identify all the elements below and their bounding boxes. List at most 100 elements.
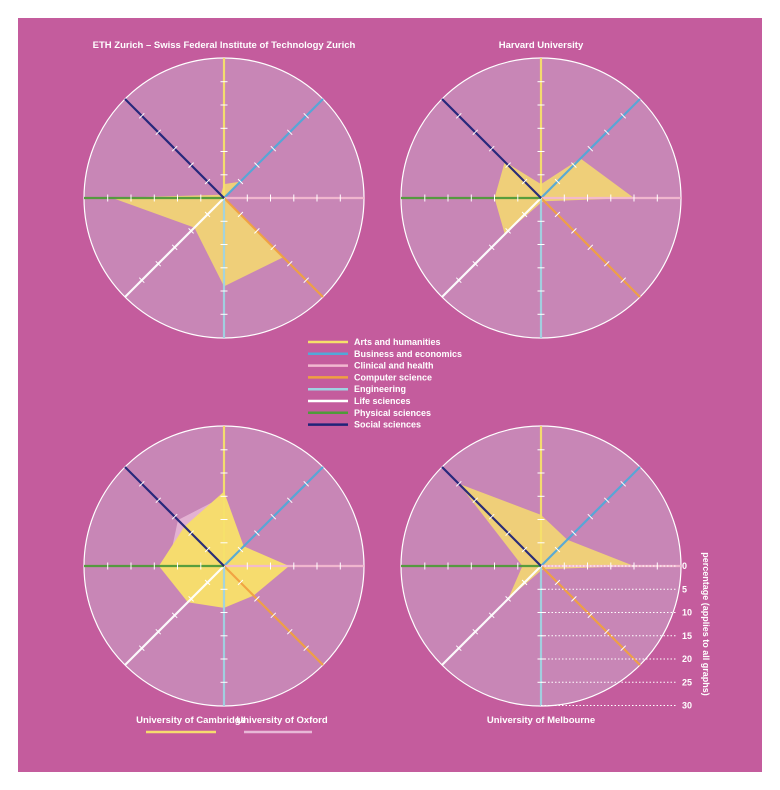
axis-tick — [455, 277, 462, 284]
axis-tick — [587, 612, 594, 619]
axis-tick — [472, 628, 479, 635]
axis-tick — [303, 645, 310, 652]
axis-tick — [138, 112, 145, 119]
axis-tick — [286, 497, 293, 504]
axis-tick — [571, 596, 577, 602]
axis-tick — [138, 480, 145, 487]
legend-label: Arts and humanities — [354, 337, 441, 347]
axis-tick — [488, 612, 495, 619]
axis-tick — [286, 628, 293, 635]
axis-tick — [455, 112, 462, 119]
axis-tick — [472, 260, 479, 267]
axis-tick — [554, 211, 561, 218]
axis-tick — [554, 546, 561, 553]
axis-tick — [254, 530, 260, 536]
axis-tick — [188, 530, 194, 536]
axis-tick — [303, 277, 310, 284]
scale-tick-label: 15 — [682, 631, 692, 641]
axis-tick — [571, 530, 577, 536]
axis-tick — [620, 112, 627, 119]
axis-tick — [587, 513, 594, 520]
axis-tick — [587, 244, 594, 251]
panel-title-cambridge: University of Cambridge — [136, 715, 246, 726]
panel-title-melbourne: University of Melbourne — [487, 715, 595, 726]
scale-tick-label: 0 — [682, 561, 687, 571]
axis-tick — [472, 497, 479, 504]
axis-tick — [188, 596, 194, 602]
axis-tick — [505, 228, 511, 234]
axis-tick — [237, 211, 244, 218]
axis-tick — [171, 513, 178, 520]
axis-tick — [254, 228, 260, 234]
axis-tick — [138, 277, 145, 284]
axis-tick — [155, 628, 162, 635]
axis-tick — [171, 612, 178, 619]
axis-tick — [488, 513, 495, 520]
series-area-main — [112, 181, 284, 287]
axis-tick — [204, 211, 211, 218]
axis-tick — [303, 480, 310, 487]
axis-tick — [603, 628, 610, 635]
axis-tick — [603, 260, 610, 267]
scale-tick-label: 30 — [682, 701, 692, 711]
axis-tick — [620, 645, 627, 652]
axis-tick — [270, 145, 277, 152]
percentage-scale: 0 5 10 15 20 25 30 — [541, 561, 692, 711]
axis-tick — [188, 228, 194, 234]
radar-panel-harvard — [400, 57, 682, 339]
legend-label: Physical sciences — [354, 408, 431, 418]
axis-tick — [521, 211, 528, 218]
scale-tick-label: 5 — [682, 584, 687, 594]
panel-title-separator: / — [243, 715, 246, 726]
axis-tick — [521, 546, 528, 553]
legend-label: Social sciences — [354, 420, 421, 430]
panel-title-harvard: Harvard University — [499, 40, 584, 51]
axis-tick — [204, 546, 211, 553]
axis-tick — [204, 579, 211, 586]
axis-tick — [571, 228, 577, 234]
axis-tick — [155, 129, 162, 136]
legend-label: Clinical and health — [354, 361, 434, 371]
legend-label: Engineering — [354, 384, 406, 394]
axis-tick — [237, 579, 244, 586]
axis-tick — [505, 596, 511, 602]
axis-tick — [587, 145, 594, 152]
axis-tick — [603, 129, 610, 136]
axis-tick — [254, 162, 260, 168]
axis-tick — [620, 277, 627, 284]
scale-tick-label: 20 — [682, 654, 692, 664]
axis-tick — [455, 645, 462, 652]
axis-tick — [204, 178, 211, 185]
legend-label: Life sciences — [354, 396, 411, 406]
axis-tick — [286, 260, 293, 267]
axis-tick — [521, 579, 528, 586]
axis-tick — [505, 530, 511, 536]
radar-panel-eth — [83, 57, 365, 339]
axis-tick — [155, 497, 162, 504]
axis-tick — [554, 579, 561, 586]
axis-tick — [488, 145, 495, 152]
axis-tick — [155, 260, 162, 267]
legend: Arts and humanities Business and economic… — [308, 337, 462, 430]
axis-tick — [455, 480, 462, 487]
axis-tick — [138, 645, 145, 652]
axis-tick — [188, 162, 194, 168]
scale-tick-label: 10 — [682, 608, 692, 618]
axis-tick — [270, 513, 277, 520]
scale-label: percentage (applies to all graphs) — [701, 552, 711, 696]
axis-tick — [472, 129, 479, 136]
chart-canvas: ETH Zurich – Swiss Federal Institute of … — [18, 18, 762, 772]
axis-tick — [237, 546, 244, 553]
axis-tick — [171, 244, 178, 251]
axis-tick — [620, 480, 627, 487]
axis-tick — [554, 178, 561, 185]
panel-title-oxford: University of Oxford — [236, 715, 328, 726]
axis-tick — [237, 178, 244, 185]
axis-tick — [270, 244, 277, 251]
legend-label: Business and economics — [354, 349, 462, 359]
radar-panel-cambridge-oxford — [83, 425, 365, 707]
axis-tick — [171, 145, 178, 152]
legend-label: Computer science — [354, 372, 432, 382]
axis-tick — [505, 162, 511, 168]
axis-tick — [303, 112, 310, 119]
